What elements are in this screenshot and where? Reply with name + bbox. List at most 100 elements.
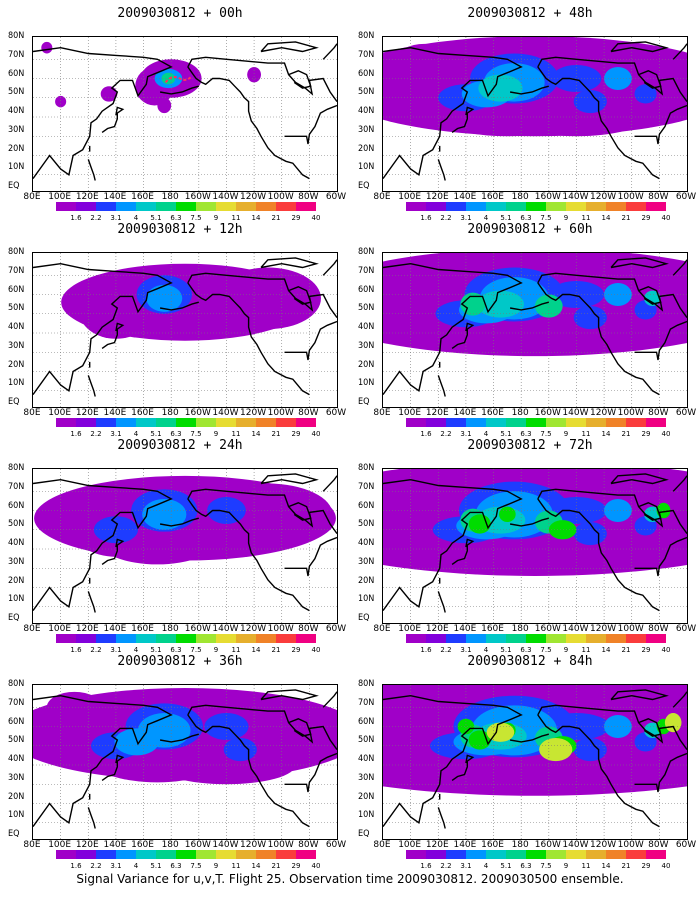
coastline xyxy=(187,282,310,396)
lat-tick-label: EQ xyxy=(8,397,20,407)
lon-tick-label: 140W xyxy=(562,192,589,202)
colorbar-label: 3.1 xyxy=(110,862,122,870)
colorbar-swatch xyxy=(76,202,96,211)
colorbar-label: 29 xyxy=(291,430,301,438)
colorbar-label: 2.2 xyxy=(90,862,102,870)
lon-tick-label: 160E xyxy=(481,408,504,418)
colorbar-swatch xyxy=(116,202,136,211)
colorbar-swatch xyxy=(526,202,546,211)
lon-tick-label: 120E xyxy=(75,408,99,418)
lat-tick-label: 40N xyxy=(8,322,25,332)
lat-tick-label: 10N xyxy=(8,810,25,821)
colorbar-swatch xyxy=(276,202,296,211)
colorbar-label: 14 xyxy=(251,862,261,870)
colorbar-label: 9 xyxy=(563,430,569,438)
colorbar-label: 9 xyxy=(563,646,569,654)
coastline xyxy=(159,301,199,311)
lat-tick-label: 30N xyxy=(8,556,25,567)
colorbar-label: 11 xyxy=(231,646,241,654)
lat-tick-label: 40N xyxy=(358,322,375,332)
colorbar-label: 14 xyxy=(251,430,261,438)
lon-tick-label: 140E xyxy=(103,624,127,634)
variance-contour xyxy=(157,745,296,785)
coastline xyxy=(634,752,687,793)
colorbar-swatch xyxy=(136,850,156,859)
colorbar-swatch xyxy=(486,202,506,211)
colorbar xyxy=(406,202,666,211)
lon-tick-label: 140W xyxy=(562,408,589,418)
colorbar-swatch xyxy=(566,850,586,859)
colorbar-swatch xyxy=(96,634,116,643)
coastline xyxy=(284,752,337,793)
lon-tick-label: 140W xyxy=(212,192,239,202)
colorbar xyxy=(56,202,316,211)
lon-tick-label: 80E xyxy=(373,840,391,850)
colorbar-label: 14 xyxy=(601,430,611,438)
colorbar-label: 7.5 xyxy=(190,646,202,654)
variance-contour xyxy=(551,65,602,92)
colorbar-label: 1.6 xyxy=(420,430,432,438)
colorbar-swatch xyxy=(606,634,626,643)
lon-tick-label: 80W xyxy=(648,192,669,202)
colorbar-swatch xyxy=(196,202,216,211)
lat-tick-label: 50N xyxy=(358,87,375,98)
colorbar-label: 2.2 xyxy=(90,214,102,222)
colorbar-swatch xyxy=(256,418,276,427)
coastline xyxy=(33,262,173,396)
lat-tick-label: 60N xyxy=(358,68,375,79)
colorbar-swatch xyxy=(446,418,466,427)
colorbar-swatch xyxy=(256,634,276,643)
variance-contour xyxy=(396,691,453,723)
lon-tick-label: 60W xyxy=(675,840,697,850)
lat-tick-label: 50N xyxy=(8,519,25,530)
lon-tick-label: 60W xyxy=(675,192,697,202)
colorbar-swatch xyxy=(176,850,196,859)
colorbar-label: 3.1 xyxy=(460,646,472,654)
colorbar-swatch xyxy=(236,202,256,211)
colorbar-swatch xyxy=(136,634,156,643)
coastline xyxy=(537,704,687,751)
colorbar-label: 21 xyxy=(621,214,631,222)
variance-contour xyxy=(207,497,246,524)
variance-contour xyxy=(573,522,607,546)
colorbar-swatch xyxy=(156,634,176,643)
colorbar-swatch xyxy=(406,850,426,859)
lat-tick-label: 20N xyxy=(358,791,375,802)
coastline xyxy=(509,517,549,527)
colorbar-label: 11 xyxy=(231,862,241,870)
colorbar-swatch xyxy=(96,202,116,211)
lon-tick-label: 60W xyxy=(325,192,347,202)
colorbar-label: 4 xyxy=(483,430,489,438)
colorbar-swatch xyxy=(176,418,196,427)
lat-tick-label: 10N xyxy=(8,378,25,389)
map-plot-area xyxy=(32,36,338,192)
colorbar-label: 40 xyxy=(661,214,671,222)
lon-tick-label: 140E xyxy=(103,192,127,202)
lat-tick-label: 80N xyxy=(8,679,25,689)
panel-title: 2009030812 + 84h xyxy=(467,654,593,669)
colorbar-label: 5.1 xyxy=(500,862,512,870)
panel-title: 2009030812 + 60h xyxy=(467,222,593,237)
variance-fill xyxy=(383,253,687,357)
lat-tick-label: 40N xyxy=(358,538,375,548)
lon-tick-label: 120W xyxy=(240,840,267,850)
lat-tick-label: EQ xyxy=(8,181,20,191)
colorbar-label: 5.1 xyxy=(150,214,162,222)
colorbar-swatch xyxy=(276,850,296,859)
colorbar xyxy=(56,418,316,427)
colorbar-swatch xyxy=(646,418,666,427)
colorbar-swatch xyxy=(646,202,666,211)
colorbar-swatch xyxy=(426,850,446,859)
colorbar-swatch xyxy=(586,418,606,427)
variance-contour xyxy=(468,514,491,534)
map-plot-area xyxy=(382,468,688,624)
coastline xyxy=(638,718,662,737)
colorbar-swatch xyxy=(156,850,176,859)
coastline xyxy=(672,691,687,708)
colorbar-swatch xyxy=(276,418,296,427)
lon-tick-label: 80W xyxy=(648,840,669,850)
lat-tick-label: 60N xyxy=(358,500,375,511)
coastline xyxy=(638,502,662,521)
flight-track xyxy=(164,75,193,83)
colorbar-label: 5.1 xyxy=(500,214,512,222)
